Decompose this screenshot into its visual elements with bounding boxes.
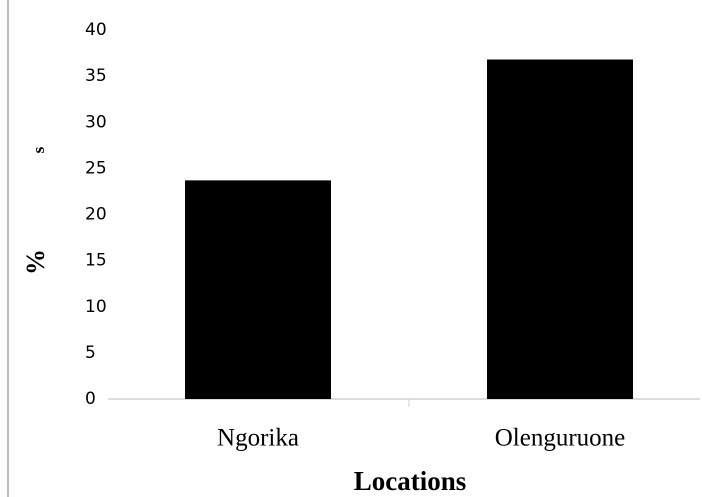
y-tick-label: 25 — [85, 158, 107, 178]
y-tick-label: 15 — [85, 251, 107, 271]
y-tick-label: 10 — [85, 297, 107, 317]
bar — [487, 59, 633, 400]
y-tick-label: 5 — [85, 343, 96, 363]
x-axis-label: Locations — [354, 466, 467, 496]
y-tick-label: 30 — [85, 112, 107, 132]
y-axis-label: % — [21, 249, 50, 275]
x-tick-label: Olenguruone — [495, 425, 626, 452]
y-tick-label: 20 — [85, 205, 107, 225]
bar — [185, 180, 331, 399]
y-tick-label: 35 — [85, 66, 107, 86]
x-tick-label: Ngorika — [217, 425, 299, 452]
y-tick-label: 0 — [85, 389, 96, 409]
y-tick-label: 40 — [85, 20, 107, 40]
annotation: s — [29, 146, 48, 153]
